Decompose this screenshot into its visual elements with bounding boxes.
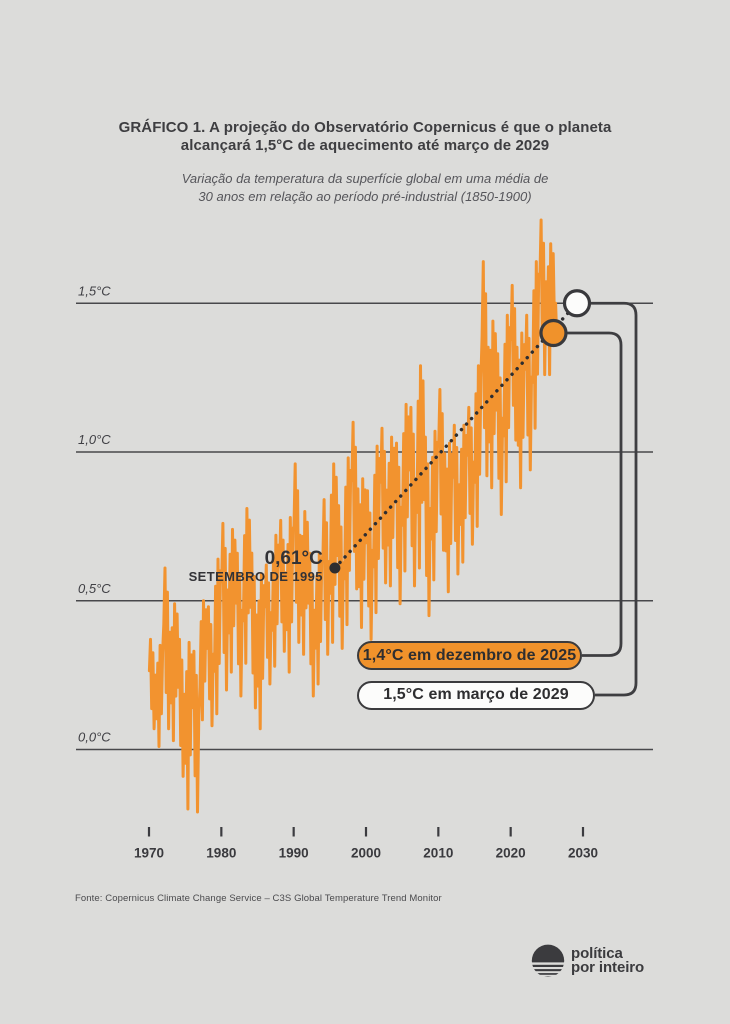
x-axis-label: 2020 <box>496 846 526 861</box>
logo-wordmark: política por inteiro <box>571 944 645 976</box>
chart-title-line1: GRÁFICO 1. A projeção do Observatório Co… <box>118 119 612 136</box>
y-axis-label: 1,5°C <box>78 283 111 298</box>
y-axis-label: 0,0°C <box>78 730 111 745</box>
x-axis-label: 2000 <box>351 846 381 861</box>
chart-title: GRÁFICO 1. A projeção do Observatório Co… <box>0 119 730 155</box>
x-axis-label: 1970 <box>134 846 164 861</box>
x-axis-label: 1980 <box>206 846 236 861</box>
y-axis-label: 1,0°C <box>78 432 111 447</box>
chart-subtitle-line1: Variação da temperatura da superfície gl… <box>181 171 549 186</box>
politica-por-inteiro-logo: política por inteiro <box>531 944 644 978</box>
chart-title-line2: alcançará 1,5°C de aquecimento até março… <box>180 137 550 154</box>
logo-wordmark-line1: política <box>571 944 623 962</box>
reference-dot-1995 <box>329 562 341 574</box>
y-axis-label: 0,5°C <box>78 581 111 596</box>
x-axis-label: 2030 <box>568 846 598 861</box>
x-axis-label: 2010 <box>423 846 453 861</box>
marker-projection-2025 <box>539 318 568 348</box>
projection-dotted-line <box>333 301 579 570</box>
annotation-date-label: SETEMBRO DE 1995 <box>189 569 323 584</box>
sun-stripes-logo-icon <box>531 944 565 977</box>
x-axis-label: 1990 <box>279 846 309 861</box>
logo-wordmark-line2: por inteiro <box>571 959 645 976</box>
callout-badge-2029-label: 1,5°C em março de 2029 <box>383 686 569 704</box>
chart-subtitle-line2: 30 anos em relação ao período pré-indust… <box>198 189 532 204</box>
connector-2029 <box>576 301 638 697</box>
callout-badge-2025-label: 1,4°C em dezembro de 2025 <box>362 646 577 664</box>
callout-badge-2025: 1,4°C em dezembro de 2025 <box>357 641 582 670</box>
annotation-value-label: 0,61°C <box>265 548 324 569</box>
source-note: Fonte: Copernicus Climate Change Service… <box>75 893 442 904</box>
connector-2025 <box>553 331 623 657</box>
marker-projection-2029 <box>562 289 592 318</box>
temperature-series-line <box>147 218 559 814</box>
callout-badge-2029: 1,5°C em março de 2029 <box>357 681 595 710</box>
chart-subtitle: Variação da temperatura da superfície gl… <box>0 170 730 206</box>
